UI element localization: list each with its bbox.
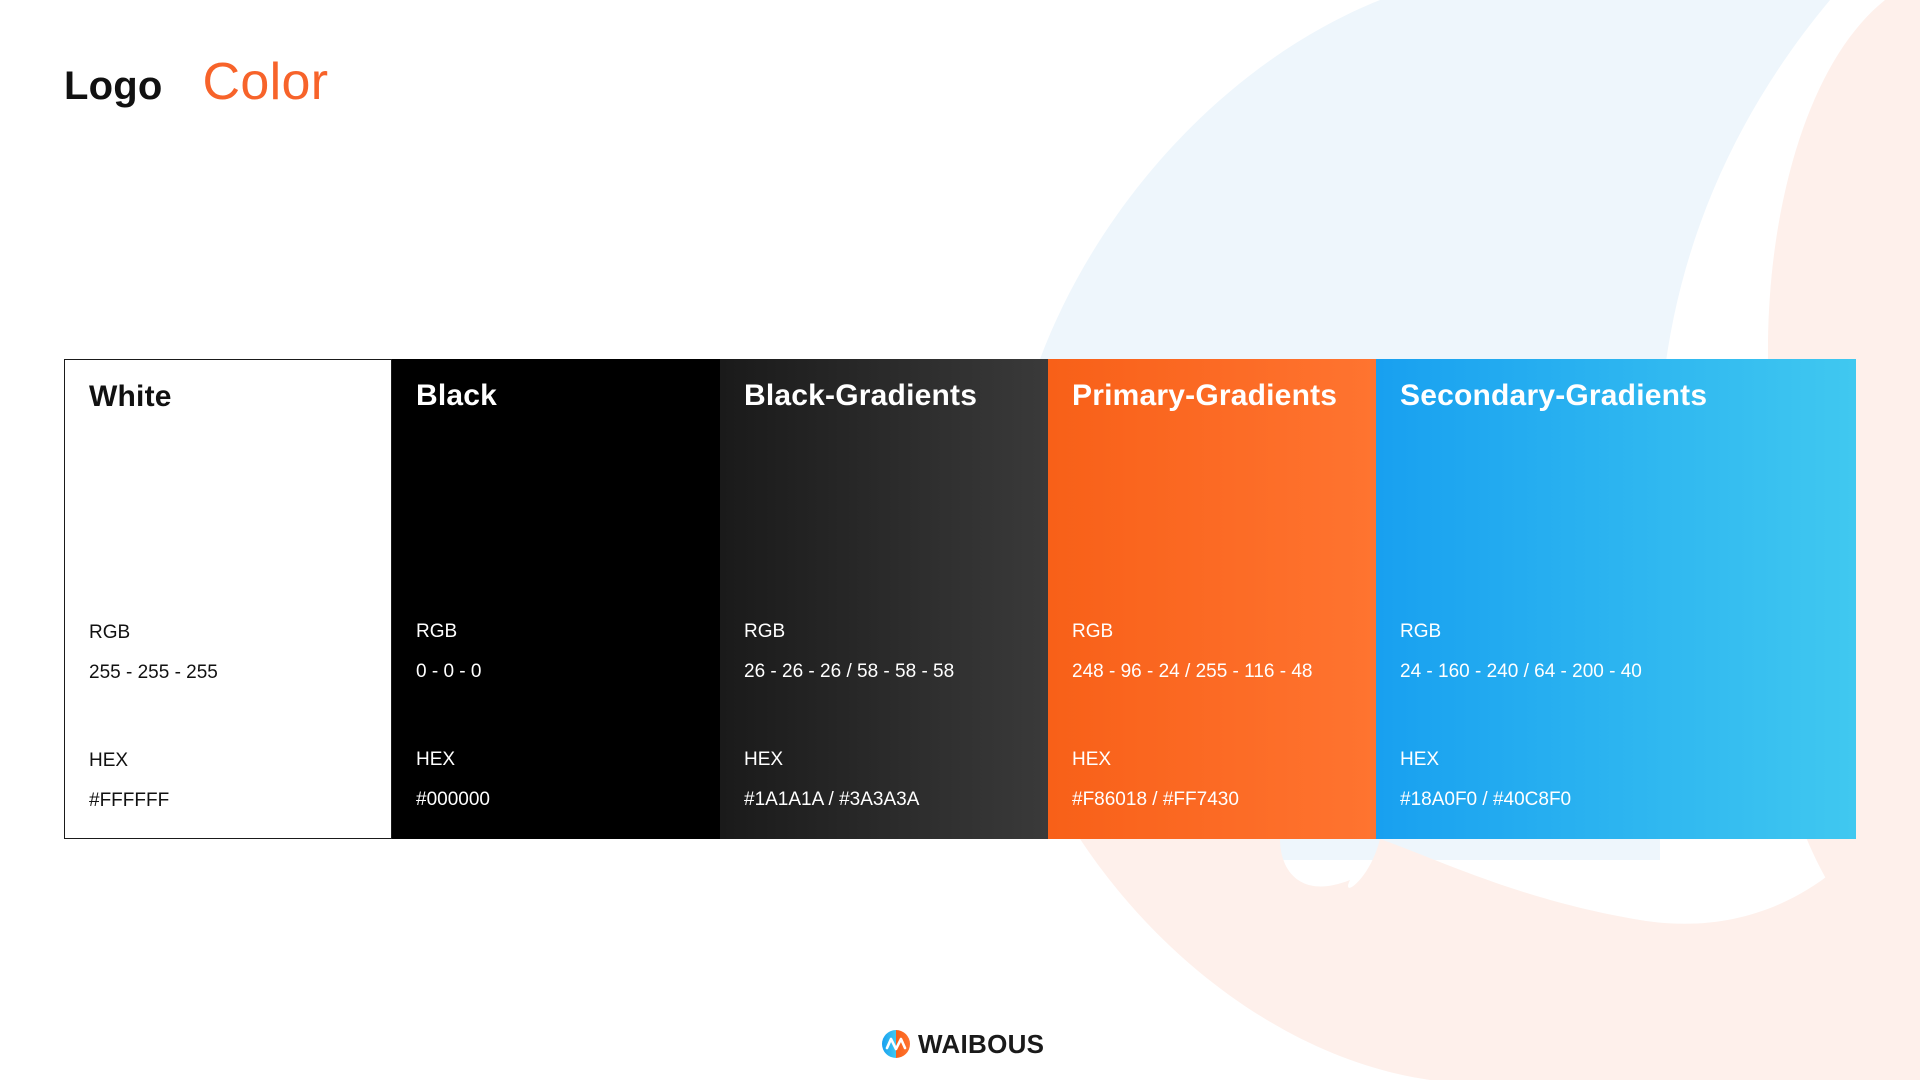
rgb-value: 248 - 96 - 24 / 255 - 116 - 48 <box>1072 661 1313 682</box>
hex-label: HEX <box>416 749 456 770</box>
color-swatch-row: White RGB 255 - 255 - 255 HEX #FFFFFF Bl… <box>64 359 1856 839</box>
hex-value: #1A1A1A / #3A3A3A <box>744 789 920 810</box>
footer-brand-logo: WAIBOUS <box>880 1028 1044 1060</box>
swatch-primary-gradients: Primary-Gradients RGB 248 - 96 - 24 / 25… <box>1048 359 1376 839</box>
rgb-label: RGB <box>744 621 786 642</box>
swatch-black: Black RGB 0 - 0 - 0 HEX #000000 <box>392 359 720 839</box>
rgb-value: 24 - 160 - 240 / 64 - 200 - 40 <box>1400 661 1642 682</box>
rgb-label: RGB <box>1072 621 1114 642</box>
bg-orange-shape <box>1080 760 1920 1080</box>
swatch-name: Secondary-Gradients <box>1400 379 1708 412</box>
rgb-label: RGB <box>1400 621 1442 642</box>
swatch-name: Primary-Gradients <box>1072 379 1338 412</box>
page-title: Logo Color <box>64 52 328 112</box>
hex-value: #18A0F0 / #40C8F0 <box>1400 789 1572 810</box>
hex-label: HEX <box>89 750 129 771</box>
title-logo-word: Logo <box>64 64 163 108</box>
hex-value: #FFFFFF <box>89 790 170 811</box>
waibous-logo-icon <box>882 1030 910 1058</box>
swatch-name: Black <box>416 379 498 412</box>
rgb-label: RGB <box>89 622 131 643</box>
hex-value: #000000 <box>416 789 490 810</box>
hex-value: #F86018 / #FF7430 <box>1072 789 1239 810</box>
swatch-secondary-gradients: Secondary-Gradients RGB 24 - 160 - 240 /… <box>1376 359 1856 839</box>
brand-wordmark: WAIBOUS <box>918 1028 1045 1059</box>
rgb-value: 255 - 255 - 255 <box>89 662 218 683</box>
swatch-name: White <box>89 380 172 413</box>
rgb-value: 26 - 26 - 26 / 58 - 58 - 58 <box>744 661 955 682</box>
swatch-name: Black-Gradients <box>744 379 978 412</box>
swatch-white: White RGB 255 - 255 - 255 HEX #FFFFFF <box>64 359 392 839</box>
rgb-value: 0 - 0 - 0 <box>416 661 482 682</box>
hex-label: HEX <box>1400 749 1440 770</box>
title-color-word: Color <box>202 53 329 111</box>
rgb-label: RGB <box>416 621 458 642</box>
hex-label: HEX <box>1072 749 1112 770</box>
hex-label: HEX <box>744 749 784 770</box>
swatch-black-gradients: Black-Gradients RGB 26 - 26 - 26 / 58 - … <box>720 359 1048 839</box>
